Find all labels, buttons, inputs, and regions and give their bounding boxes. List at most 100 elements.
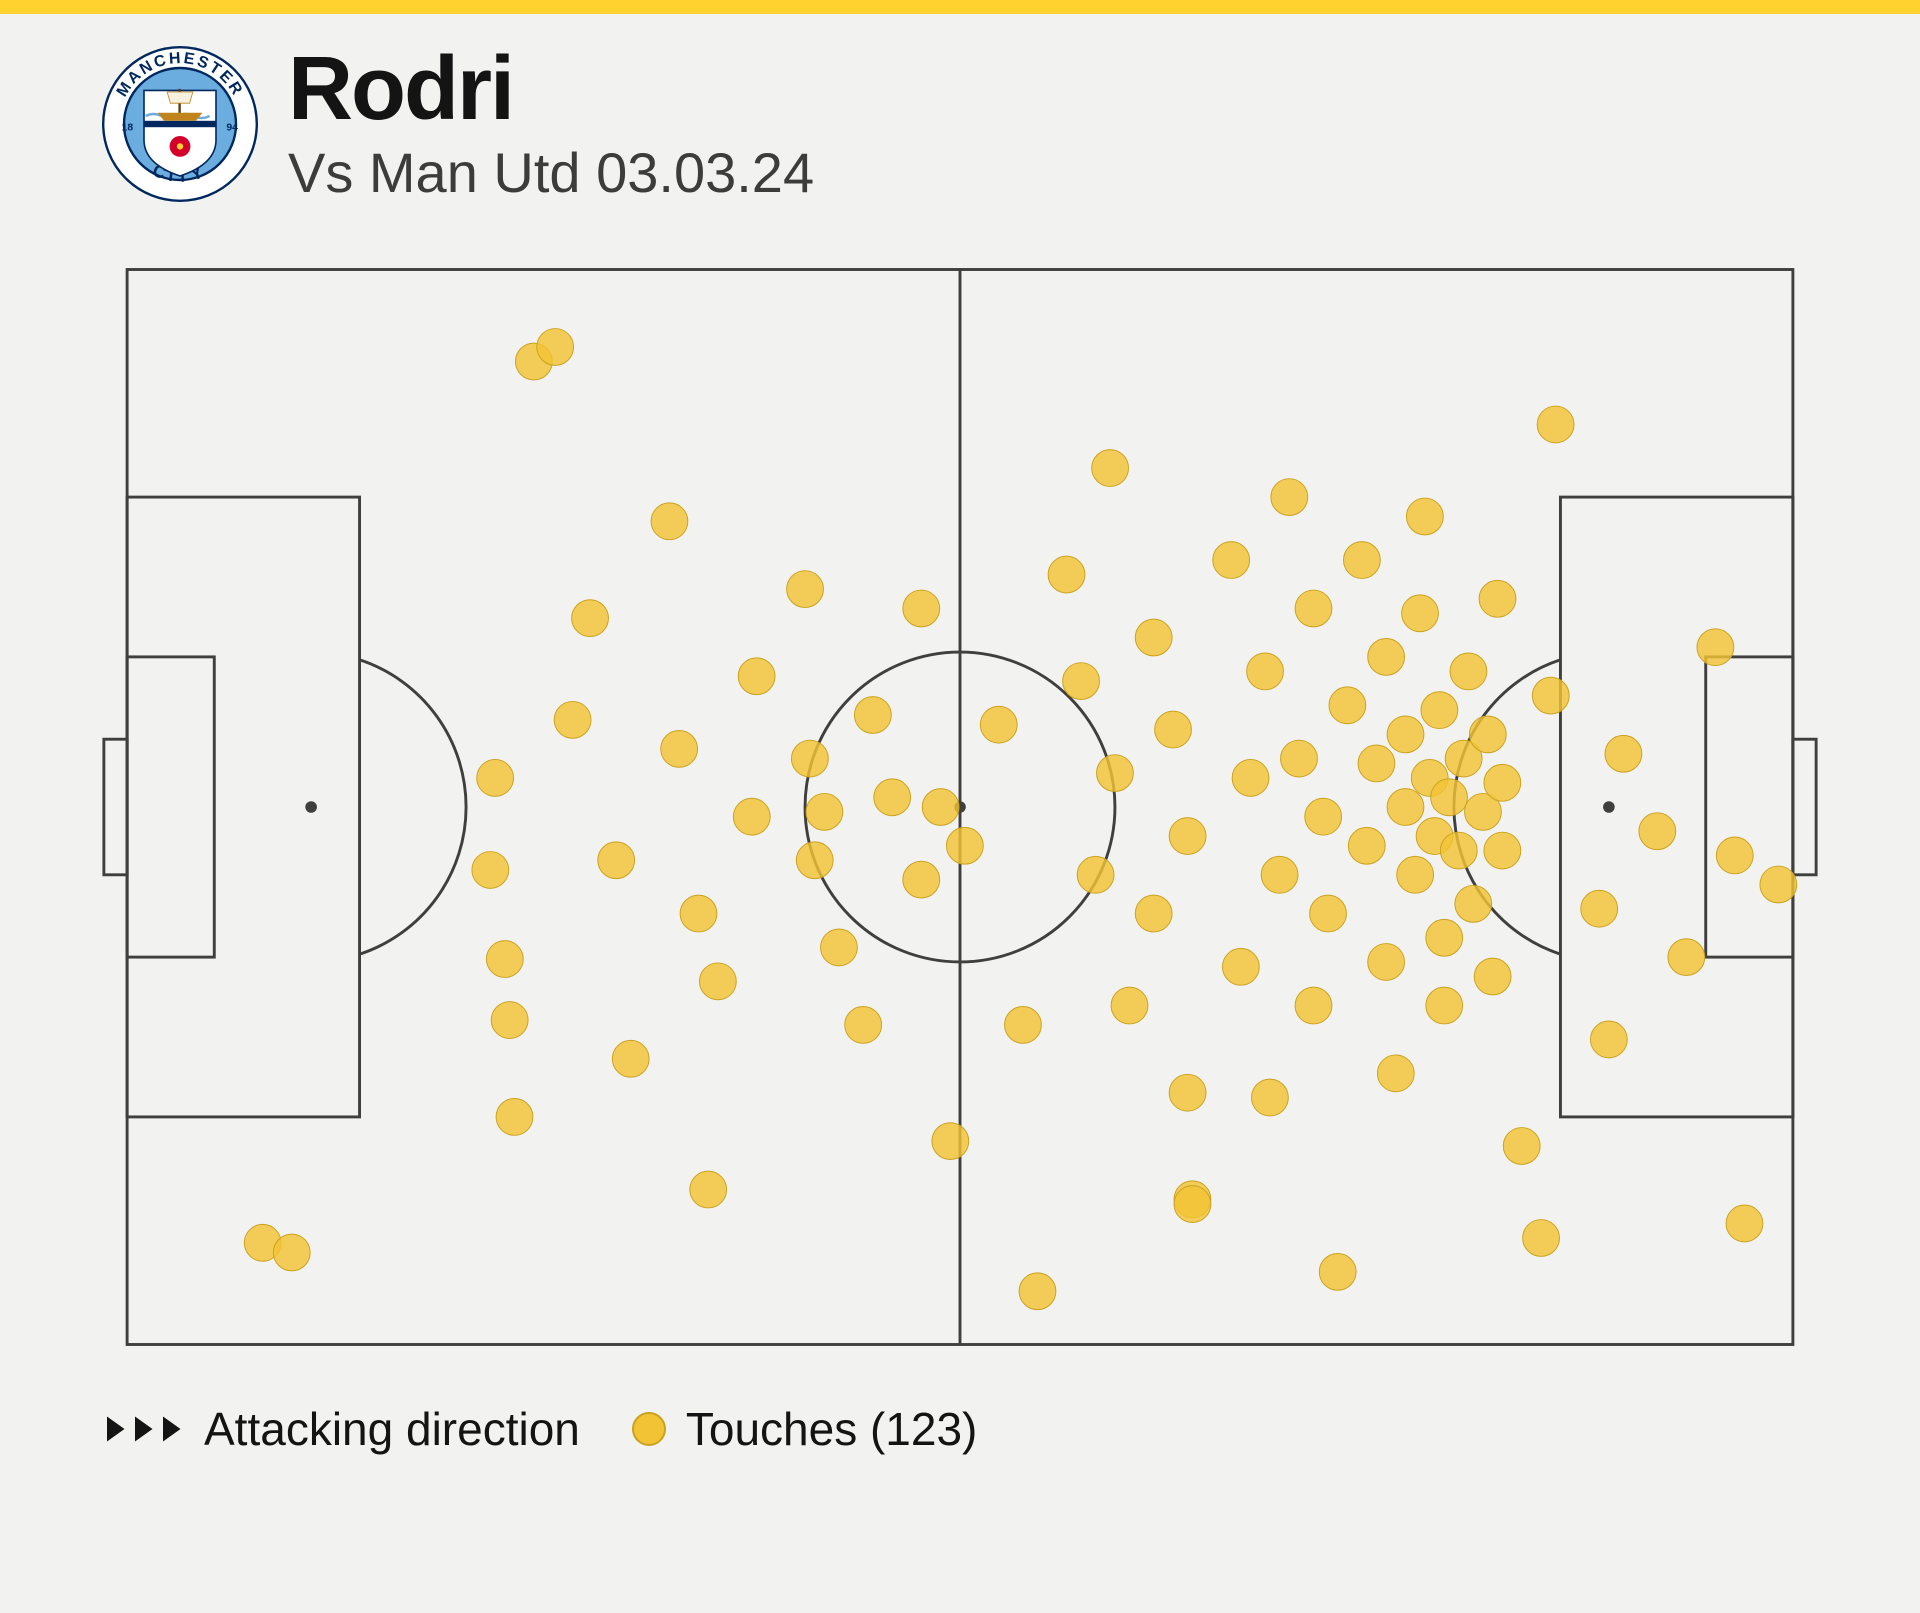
touch-point	[1605, 735, 1642, 772]
touch-point	[1440, 832, 1477, 869]
touch-point	[1019, 1273, 1056, 1310]
chart-header: MANCHESTER CITY 18 94 Rodri Vs Man Utd 0…	[100, 44, 1820, 204]
accent-bar	[0, 0, 1920, 14]
touch-point	[821, 929, 858, 966]
touch-point	[1668, 939, 1705, 976]
touch-point	[486, 941, 523, 978]
touch-point	[1590, 1021, 1627, 1058]
touch-point	[1503, 1128, 1540, 1165]
touch-point	[1319, 1253, 1356, 1290]
touch-point	[854, 697, 891, 734]
touch-point	[472, 852, 509, 889]
touch-point	[491, 1002, 528, 1039]
touch-point	[1077, 856, 1114, 893]
touch-point	[1406, 498, 1443, 535]
touch-point	[598, 842, 635, 879]
touch-point	[1222, 948, 1259, 985]
touch-point	[1760, 866, 1797, 903]
touch-point	[1358, 745, 1395, 782]
touch-point	[1368, 638, 1405, 675]
touch-point	[1402, 595, 1439, 632]
touch-point	[680, 895, 717, 932]
touch-point	[1247, 653, 1284, 690]
crest-year-right: 94	[226, 122, 238, 133]
touch-point	[733, 798, 770, 835]
touch-point	[1213, 542, 1250, 579]
touch-point	[1377, 1055, 1414, 1092]
player-name: Rodri	[288, 44, 814, 134]
touch-point	[1450, 653, 1487, 690]
touch-point	[1426, 919, 1463, 956]
touch-point	[1523, 1220, 1560, 1257]
touch-point	[1532, 677, 1569, 714]
crest-year-left: 18	[122, 122, 134, 133]
touch-point	[1397, 856, 1434, 893]
touch-point	[787, 571, 824, 608]
touch-point	[1387, 716, 1424, 753]
touch-point	[1048, 556, 1085, 593]
touch-point	[1155, 711, 1192, 748]
touch-point	[1431, 779, 1468, 816]
touch-point	[791, 740, 828, 777]
touch-point	[496, 1099, 533, 1136]
touch-point	[572, 600, 609, 637]
touch-point	[1063, 663, 1100, 700]
touch-point	[874, 779, 911, 816]
touch-point	[1252, 1079, 1289, 1116]
touch-point	[273, 1234, 310, 1271]
touch-point	[1135, 619, 1172, 656]
chart-legend: Attacking direction Touches (123)	[104, 1402, 1820, 1456]
touch-point	[1169, 1074, 1206, 1111]
club-crest-icon: MANCHESTER CITY 18 94	[100, 44, 260, 204]
touch-point	[1271, 479, 1308, 516]
touch-point	[1097, 755, 1134, 792]
touch-point	[1295, 590, 1332, 627]
touch-point	[1092, 450, 1129, 487]
touch-point	[537, 329, 574, 366]
touches-legend-dot	[632, 1412, 666, 1446]
touch-point	[1474, 958, 1511, 995]
touch-point	[690, 1171, 727, 1208]
touch-point	[1232, 760, 1269, 797]
touch-point	[1295, 987, 1332, 1024]
touch-point	[1344, 542, 1381, 579]
touch-point	[1697, 629, 1734, 666]
touches-count-label: Touches (123)	[686, 1402, 978, 1456]
touch-point	[1281, 740, 1318, 777]
touch-map-chart	[100, 252, 1820, 1362]
touch-point	[980, 706, 1017, 743]
touch-point	[922, 789, 959, 826]
touch-point	[1348, 827, 1385, 864]
touch-point	[651, 503, 688, 540]
touch-point	[1426, 987, 1463, 1024]
touches-layer	[244, 329, 1796, 1310]
touch-point	[554, 701, 591, 738]
touch-point	[738, 658, 775, 695]
touch-point	[1421, 692, 1458, 729]
touch-point	[1111, 987, 1148, 1024]
touch-point	[1329, 687, 1366, 724]
touch-point	[1261, 856, 1298, 893]
touch-point	[661, 730, 698, 767]
attacking-direction-icon	[104, 1414, 186, 1444]
touch-point	[1479, 580, 1516, 617]
touch-point	[1484, 832, 1521, 869]
touch-point	[845, 1007, 882, 1044]
touch-point	[1135, 895, 1172, 932]
touch-point	[477, 760, 514, 797]
chart-container: MANCHESTER CITY 18 94 Rodri Vs Man Utd 0…	[0, 14, 1920, 1456]
touch-point	[1484, 764, 1521, 801]
touch-point	[1716, 837, 1753, 874]
touch-point	[903, 590, 940, 627]
touch-point	[903, 861, 940, 898]
touch-point	[612, 1040, 649, 1077]
touch-point	[1639, 813, 1676, 850]
touch-point	[699, 963, 736, 1000]
touch-point	[806, 793, 843, 830]
touch-point	[796, 842, 833, 879]
touch-point	[1305, 798, 1342, 835]
touch-point	[932, 1123, 969, 1160]
pitch-area: Attacking direction Touches (123)	[100, 252, 1820, 1456]
touch-point	[1387, 789, 1424, 826]
touch-point	[1455, 885, 1492, 922]
